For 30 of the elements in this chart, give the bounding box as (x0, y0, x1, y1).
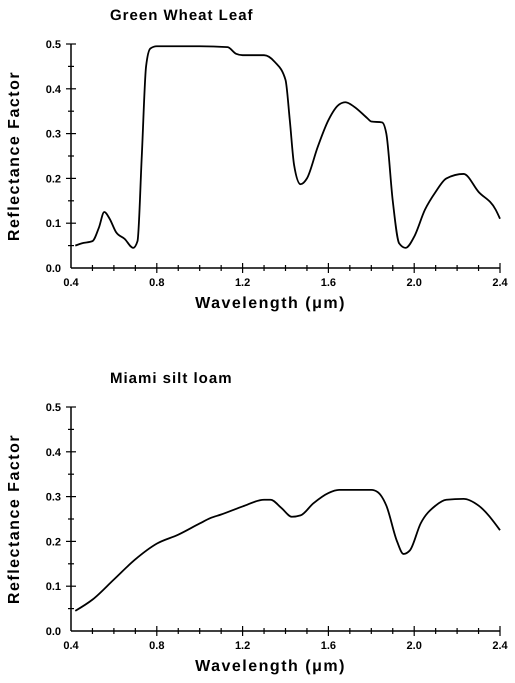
x-tick-label: 0.8 (149, 277, 164, 289)
x-tick-label: 2.4 (492, 640, 509, 652)
x-tick-label: 2.0 (406, 277, 422, 289)
y-axis-title: Reflectance Factor (6, 434, 23, 604)
y-tick-label: 0.5 (46, 39, 61, 51)
chart-title: Green Wheat Leaf (110, 7, 254, 24)
y-tick-label: 0.1 (46, 581, 61, 594)
x-axis-title: Wavelength (μm) (195, 295, 346, 312)
x-tick-label: 2.4 (492, 277, 509, 289)
x-tick-label: 1.6 (320, 277, 336, 289)
x-axis-title: Wavelength (μm) (195, 658, 346, 675)
y-tick-label: 0.5 (46, 402, 61, 414)
x-tick-label: 1.6 (320, 640, 336, 652)
y-tick-label: 0.4 (46, 446, 62, 459)
y-tick-label: 0.1 (46, 218, 61, 230)
x-tick-label: 0.4 (63, 277, 80, 289)
y-tick-label: 0.2 (46, 173, 61, 186)
x-tick-label: 1.2 (234, 640, 250, 652)
y-tick-label: 0.3 (46, 128, 61, 141)
y-tick-label: 0.2 (46, 536, 61, 548)
y-tick-label: 0.4 (46, 84, 62, 96)
chart-title: Miami silt loam (110, 370, 233, 387)
x-tick-label: 0.8 (149, 640, 164, 652)
y-axis-title: Reflectance Factor (6, 70, 23, 242)
x-tick-label: 1.2 (234, 277, 250, 289)
x-tick-label: 0.4 (63, 640, 80, 652)
x-tick-label: 2.0 (406, 640, 422, 652)
y-tick-label: 0.0 (46, 626, 61, 638)
y-tick-label: 0.3 (46, 492, 61, 504)
y-tick-label: 0.0 (46, 263, 61, 275)
